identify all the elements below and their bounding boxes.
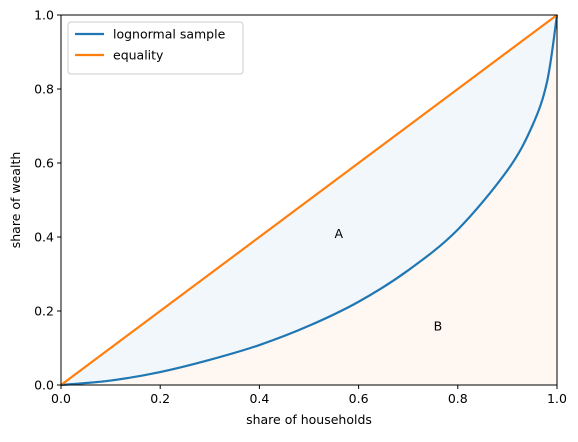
series-line-2 [60,14,558,386]
legend-box [67,21,244,75]
y-axis-ticks: 0.0 0.2 0.4 0.6 0.8 1.0 [34,8,61,393]
y-tick-label: 1.0 [34,8,54,23]
y-tick-label: 0.8 [34,82,54,97]
plot-frame [60,14,558,386]
region-labels: AB [334,226,442,333]
x-tick-label: 0.2 [150,391,170,406]
y-tick-label: 0.4 [34,230,54,245]
x-axis-label: share of households [246,412,372,427]
series-lines [60,14,559,387]
x-tick-label: 1.0 [547,391,567,406]
region-label-a: A [334,226,343,241]
legend-label: lognormal sample [113,27,226,42]
y-tick-label: 0.2 [34,304,54,319]
y-tick-label: 0.0 [34,378,54,393]
x-tick-label: 0.4 [249,391,269,406]
x-tick-label: 0.0 [51,391,71,406]
y-axis-label: share of wealth [8,152,23,249]
y-tick-label: 0.6 [34,156,54,171]
x-tick-label: 0.6 [349,391,369,406]
series-line-1 [60,14,559,387]
legend: lognormal sample equality [67,21,244,75]
region-b-fill [61,15,557,385]
region-label-b: B [434,318,443,333]
x-tick-label: 0.8 [448,391,468,406]
legend-label: equality [113,48,164,63]
x-axis-ticks: 0.0 0.2 0.4 0.6 0.8 1.0 [51,385,567,406]
